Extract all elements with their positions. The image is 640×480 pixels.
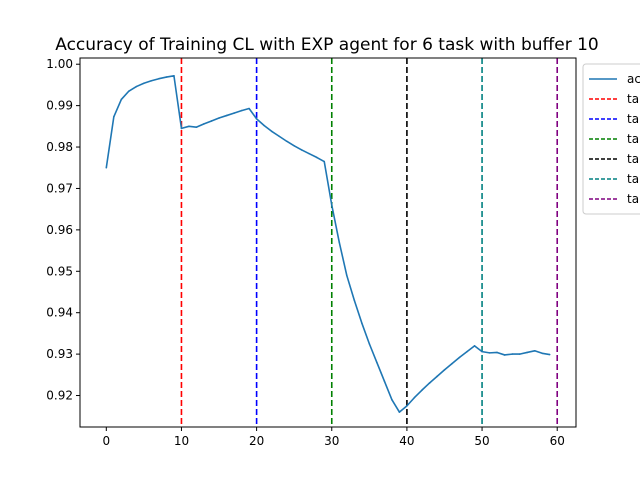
data-point — [533, 349, 536, 352]
legend-label-4: ta — [627, 132, 639, 146]
data-point — [263, 124, 265, 127]
data-point — [376, 361, 378, 364]
data-point — [526, 351, 528, 354]
data-point — [511, 353, 513, 355]
data-point — [285, 140, 288, 143]
data-point — [481, 350, 483, 353]
data-point — [548, 353, 551, 356]
data-point — [165, 76, 168, 78]
data-point — [255, 118, 258, 120]
data-point — [383, 380, 386, 382]
series-line-1 — [105, 75, 550, 413]
y-tick-label: 0.94 — [46, 306, 73, 320]
x-tick-label: 50 — [474, 434, 489, 448]
legend-label-7: ta — [627, 192, 639, 206]
data-point — [451, 362, 453, 365]
x-tick-label: 20 — [249, 434, 264, 448]
data-point — [345, 274, 348, 277]
data-point — [278, 135, 280, 138]
data-point — [293, 144, 295, 147]
data-point — [398, 411, 401, 413]
data-point — [361, 322, 363, 324]
data-point — [353, 299, 356, 302]
data-point — [105, 166, 108, 169]
data-point — [218, 117, 220, 119]
x-tick-label: 10 — [174, 434, 189, 448]
data-point — [428, 382, 431, 384]
data-point — [210, 120, 213, 122]
x-tick-label: 40 — [399, 434, 414, 448]
data-point — [173, 75, 175, 77]
data-point — [158, 77, 160, 80]
x-tick-label: 60 — [550, 434, 565, 448]
legend-label-2: ta — [627, 92, 639, 106]
data-point — [180, 127, 183, 130]
data-point — [128, 90, 130, 92]
plot-frame — [79, 57, 577, 428]
data-point — [541, 352, 543, 355]
x-axis: 0 10 20 30 40 50 60 — [102, 427, 565, 448]
data-point — [300, 149, 303, 151]
y-tick-label: 0.97 — [46, 181, 73, 195]
data-point — [488, 352, 491, 354]
data-point — [436, 375, 438, 378]
data-point — [421, 389, 423, 391]
data-point — [248, 107, 250, 110]
data-point — [496, 351, 498, 354]
data-point — [413, 396, 416, 399]
legend-label-1: ac — [627, 72, 640, 86]
data-point — [203, 123, 205, 125]
data-point — [195, 126, 198, 128]
data-point — [391, 398, 393, 401]
data-point — [330, 204, 333, 206]
legend-label-3: ta — [627, 112, 639, 126]
data-point — [458, 356, 461, 359]
data-point — [188, 125, 190, 128]
data-point — [315, 156, 318, 159]
data-point — [240, 109, 243, 112]
x-tick-label: 30 — [324, 434, 339, 448]
data-point — [270, 130, 273, 133]
y-axis: 0.92 0.93 0.94 0.95 0.96 0.97 0.98 0.99 1.00 — [46, 57, 80, 403]
data-point — [323, 160, 326, 163]
y-tick-label: 0.93 — [46, 347, 73, 361]
y-tick-label: 0.95 — [46, 264, 73, 278]
data-point — [466, 350, 468, 353]
y-tick-label: 0.99 — [46, 99, 73, 113]
chart-title: Accuracy of Training CL with EXP agent f… — [55, 35, 598, 55]
data-point — [113, 116, 115, 118]
data-point — [338, 241, 341, 244]
data-point — [518, 353, 521, 355]
data-point — [233, 112, 235, 114]
data-point — [503, 354, 506, 356]
data-point — [143, 82, 145, 85]
y-tick-label: 1.00 — [46, 57, 73, 71]
data-point — [150, 79, 153, 82]
legend-label-5: ta — [627, 152, 639, 166]
x-tick-label: 0 — [102, 434, 110, 448]
y-tick-label: 0.92 — [46, 389, 73, 403]
data-point — [368, 342, 371, 345]
data-point — [443, 369, 446, 371]
data-point — [135, 85, 138, 88]
legend-box — [582, 63, 640, 215]
data-point — [225, 114, 228, 117]
y-tick-label: 0.98 — [46, 140, 73, 154]
legend-label-6: ta — [627, 172, 639, 186]
plot-area — [105, 58, 559, 427]
y-tick-label: 0.96 — [46, 223, 73, 237]
legend: ac ta ta ta ta ta ta — [582, 63, 640, 215]
data-point — [406, 405, 408, 407]
data-point — [473, 345, 476, 347]
data-point — [120, 98, 123, 101]
data-point — [308, 152, 311, 155]
